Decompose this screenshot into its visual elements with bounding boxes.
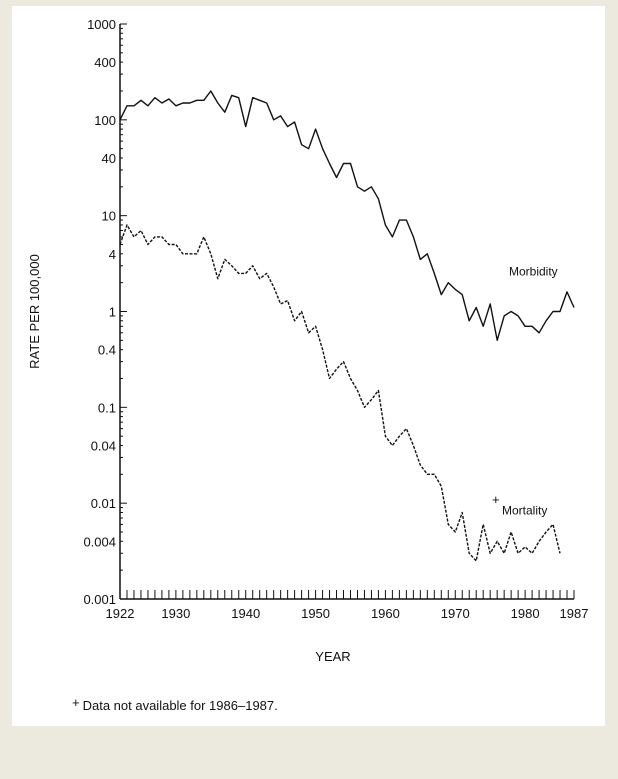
chart-panel: 1000 400 100 40 10 4 1 0.4 0.1 0.04 0.01 0.004 0.001… bbox=[12, 6, 605, 726]
labels: Morbidity +Mortality YEAR RATE PER 100,000 bbox=[27, 254, 558, 664]
x-tick-label: 1950 bbox=[301, 606, 330, 621]
y-tick-label: 0.1 bbox=[98, 400, 116, 415]
series-line-morbidity bbox=[119, 90, 575, 341]
series-line-mortality bbox=[119, 224, 561, 562]
y-tick-label: 0.001 bbox=[83, 592, 116, 607]
y-tick-label: 4 bbox=[109, 247, 116, 262]
x-tick-label: 1987 bbox=[560, 606, 589, 621]
x-tick-label: 1940 bbox=[231, 606, 260, 621]
x-tick-label: 1980 bbox=[511, 606, 540, 621]
series-label-mortality-marker: + bbox=[492, 492, 500, 507]
x-tick-label: 1930 bbox=[161, 606, 190, 621]
x-tick-label: 1960 bbox=[371, 606, 400, 621]
footnote: + Data not available for 1986–1987. bbox=[72, 695, 278, 713]
series-label-mortality: Mortality bbox=[502, 503, 547, 517]
x-axis-title: YEAR bbox=[315, 649, 350, 664]
y-tick-label: 0.04 bbox=[91, 438, 116, 453]
series-lines bbox=[119, 90, 575, 562]
y-axis-title: RATE PER 100,000 bbox=[27, 254, 42, 369]
y-tick-label: 10 bbox=[102, 209, 116, 224]
x-tick-label: 1922 bbox=[106, 606, 135, 621]
y-tick-label: 1 bbox=[109, 305, 116, 320]
y-tick-label: 40 bbox=[102, 151, 116, 166]
footnote-marker: + bbox=[72, 695, 80, 710]
line-chart: 1000 400 100 40 10 4 1 0.4 0.1 0.04 0.01 0.004 0.001… bbox=[27, 17, 588, 664]
y-tick-label: 0.004 bbox=[83, 534, 116, 549]
y-tick-label: 0.4 bbox=[98, 343, 116, 358]
series-label-morbidity: Morbidity bbox=[509, 265, 558, 279]
y-tick-label: 0.01 bbox=[91, 496, 116, 511]
x-tick-label: 1970 bbox=[441, 606, 470, 621]
y-tick-label: 400 bbox=[94, 55, 116, 70]
y-tick-label: 1000 bbox=[87, 17, 116, 32]
footnote-text: Data not available for 1986–1987. bbox=[82, 698, 278, 713]
y-tick-label: 100 bbox=[94, 113, 116, 128]
ticks: 1000 400 100 40 10 4 1 0.4 0.1 0.04 0.01 0.004 0.001… bbox=[83, 17, 588, 621]
